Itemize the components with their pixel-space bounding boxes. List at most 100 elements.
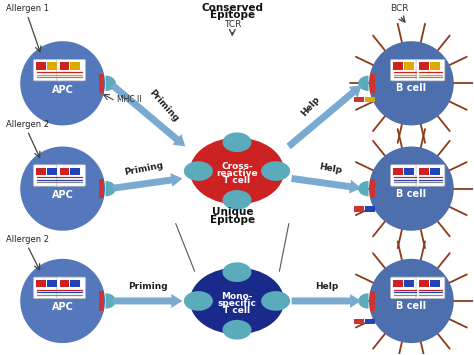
Text: Cross-: Cross- (221, 162, 253, 171)
Bar (36, 62, 46, 70)
Text: BCR: BCR (390, 4, 409, 13)
Ellipse shape (190, 138, 284, 204)
FancyArrowPatch shape (292, 294, 361, 308)
Bar (393, 280, 403, 288)
Ellipse shape (20, 259, 105, 343)
FancyBboxPatch shape (391, 59, 419, 81)
FancyBboxPatch shape (416, 277, 445, 299)
Text: Priming: Priming (128, 282, 167, 291)
Bar (365, 97, 375, 102)
Bar (419, 280, 429, 288)
Text: T cell: T cell (223, 176, 251, 185)
Bar (60, 280, 69, 288)
Bar (393, 62, 403, 70)
FancyBboxPatch shape (416, 165, 445, 186)
Bar (430, 168, 439, 175)
Bar (419, 168, 429, 175)
Bar (365, 318, 375, 324)
Text: Epitope: Epitope (210, 10, 255, 20)
Text: APC: APC (52, 84, 73, 95)
Text: Mono-: Mono- (221, 292, 253, 301)
Text: Help: Help (315, 282, 338, 291)
Wedge shape (106, 76, 116, 91)
Bar (354, 318, 365, 324)
Bar (60, 62, 69, 70)
Ellipse shape (222, 320, 252, 340)
Bar (370, 291, 375, 311)
Text: specific: specific (218, 299, 256, 308)
Bar (99, 73, 104, 93)
FancyBboxPatch shape (34, 165, 62, 186)
Bar (354, 206, 365, 212)
Text: Allergen 2: Allergen 2 (6, 120, 49, 129)
Bar (404, 62, 414, 70)
Ellipse shape (222, 190, 252, 210)
Bar (70, 168, 80, 175)
Wedge shape (358, 76, 368, 91)
Text: Priming: Priming (147, 88, 180, 124)
Text: T cell: T cell (223, 306, 251, 315)
Ellipse shape (184, 161, 213, 181)
Bar (419, 62, 429, 70)
Text: APC: APC (52, 302, 73, 312)
Bar (370, 73, 375, 93)
Bar (70, 62, 80, 70)
Ellipse shape (369, 41, 454, 125)
Text: reactive: reactive (216, 169, 258, 178)
Bar (404, 280, 414, 288)
Ellipse shape (222, 262, 252, 282)
FancyArrowPatch shape (110, 82, 185, 147)
FancyArrowPatch shape (286, 85, 362, 149)
Text: Help: Help (318, 162, 342, 175)
Ellipse shape (20, 41, 105, 125)
Text: Allergen 1: Allergen 1 (6, 4, 49, 13)
Bar (36, 168, 46, 175)
Text: B cell: B cell (396, 83, 427, 93)
Wedge shape (358, 181, 368, 196)
Text: APC: APC (52, 190, 73, 200)
Ellipse shape (184, 291, 213, 311)
Text: B cell: B cell (396, 301, 427, 311)
Text: Conserved: Conserved (201, 3, 263, 13)
FancyBboxPatch shape (416, 59, 445, 81)
Text: TCR: TCR (224, 20, 241, 29)
Bar (99, 291, 104, 311)
Bar (370, 179, 375, 198)
Text: B cell: B cell (396, 189, 427, 199)
FancyBboxPatch shape (391, 277, 419, 299)
Bar (36, 280, 46, 288)
FancyBboxPatch shape (57, 59, 85, 81)
FancyArrowPatch shape (291, 175, 361, 193)
FancyArrowPatch shape (112, 173, 182, 192)
Ellipse shape (261, 291, 290, 311)
Bar (70, 280, 80, 288)
FancyArrowPatch shape (113, 294, 182, 308)
Bar (430, 62, 439, 70)
Wedge shape (106, 181, 116, 196)
Bar (354, 97, 365, 102)
Bar (47, 62, 57, 70)
FancyBboxPatch shape (391, 165, 419, 186)
Bar (60, 168, 69, 175)
Ellipse shape (369, 259, 454, 343)
Text: MHC II: MHC II (117, 95, 141, 104)
FancyBboxPatch shape (34, 277, 62, 299)
Bar (404, 168, 414, 175)
FancyBboxPatch shape (34, 59, 62, 81)
Bar (365, 206, 375, 212)
FancyBboxPatch shape (57, 165, 85, 186)
Text: Priming: Priming (124, 161, 164, 177)
Wedge shape (358, 293, 368, 309)
Bar (99, 179, 104, 198)
Text: Help: Help (299, 94, 321, 118)
Ellipse shape (261, 161, 290, 181)
Bar (393, 168, 403, 175)
Bar (47, 280, 57, 288)
Wedge shape (106, 293, 116, 309)
Ellipse shape (369, 147, 454, 231)
Text: Unique: Unique (211, 207, 253, 217)
Ellipse shape (190, 268, 284, 334)
Text: Allergen 2: Allergen 2 (6, 235, 49, 244)
Bar (430, 280, 439, 288)
Ellipse shape (20, 147, 105, 231)
